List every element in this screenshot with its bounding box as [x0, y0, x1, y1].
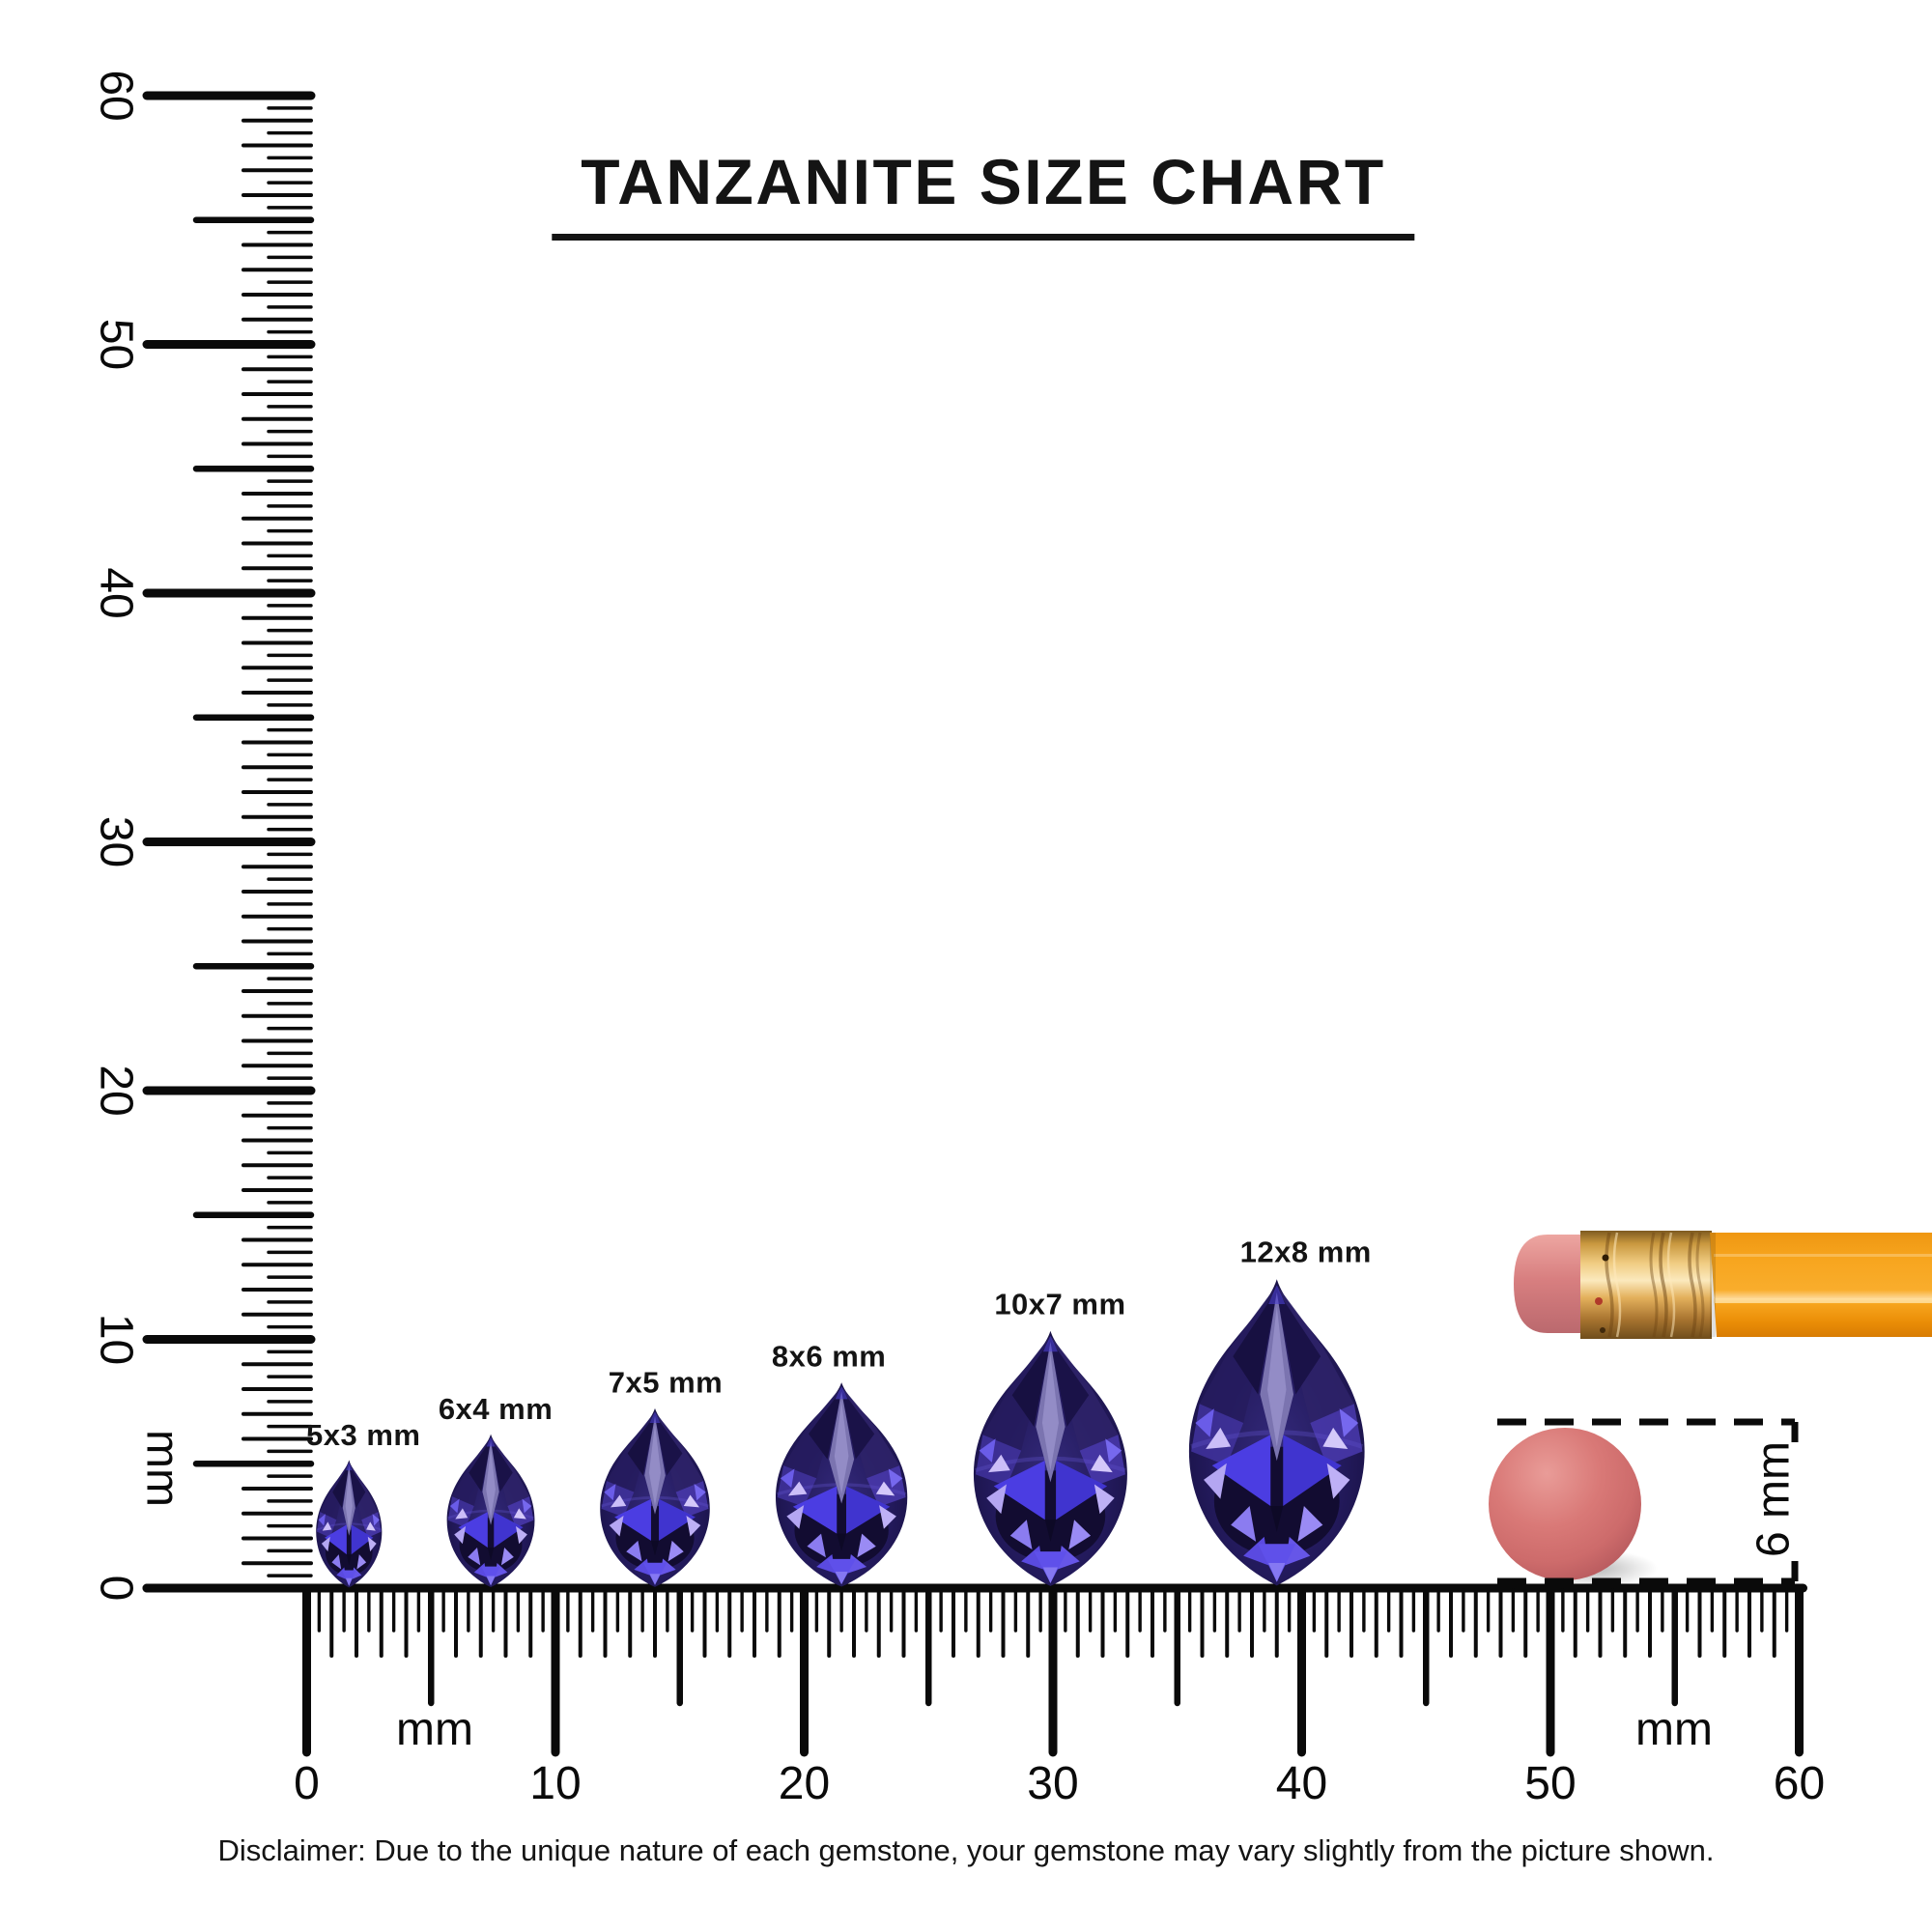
gem-size-label: 5x3 mm [306, 1418, 420, 1452]
gem-image-10x7mm [973, 1330, 1127, 1586]
measure-size-label: 6 mm [1748, 1441, 1800, 1557]
ferrule-speck-red [1595, 1297, 1603, 1305]
disclaimer-text: Disclaimer: Due to the unique nature of … [217, 1833, 1715, 1867]
gem-image-5x3mm [316, 1460, 383, 1588]
gem-size-label: 7x5 mm [609, 1366, 723, 1400]
gem-image-8x6mm [775, 1382, 908, 1587]
gem-5x3mm: 5x3 mm [306, 1418, 420, 1588]
gem-size-label: 6x4 mm [439, 1392, 553, 1426]
h-ruler-unit-left: mm [396, 1704, 473, 1755]
h-ruler-number-30: 30 [1027, 1758, 1078, 1809]
pencil-eraser [1514, 1235, 1584, 1333]
v-ruler-number-20: 20 [91, 1065, 142, 1116]
vertical-ruler: 0 10 20 30 40 50 60 mm [91, 70, 316, 1602]
v-ruler-number-0: 0 [91, 1576, 142, 1602]
pencil-ferrule [1580, 1231, 1712, 1339]
h-ruler-unit-right: mm [1635, 1704, 1713, 1755]
h-ruler-number-50: 50 [1524, 1758, 1576, 1809]
ferrule-speck [1602, 1254, 1609, 1262]
gem-image-12x8mm [1188, 1279, 1365, 1586]
pencil-body-highlight [1714, 1298, 1932, 1303]
gem-size-label: 8x6 mm [772, 1340, 886, 1374]
h-ruler-number-10: 10 [529, 1758, 581, 1809]
horizontal-ruler: 0 10 20 30 40 50 60 mm mm [142, 1583, 1825, 1809]
gem-7x5mm: 7x5 mm [600, 1366, 723, 1587]
v-ruler-number-30: 30 [91, 816, 142, 867]
gem-10x7mm: 10x7 mm [973, 1288, 1127, 1586]
v-ruler-number-60: 60 [91, 70, 142, 121]
six-mm-measure: 6 mm [1497, 1418, 1800, 1585]
gem-size-label: 10x7 mm [994, 1288, 1125, 1321]
ferrule-crimp-line [1612, 1232, 1622, 1338]
h-ruler-number-40: 40 [1276, 1758, 1327, 1809]
ferrule-speck [1600, 1327, 1605, 1333]
gem-6x4mm: 6x4 mm [439, 1392, 553, 1588]
pencil-body [1710, 1233, 1932, 1337]
ferrule-crimp-line [1605, 1232, 1614, 1338]
gem-image-6x4mm [446, 1434, 535, 1588]
h-ruler-number-20: 20 [779, 1758, 830, 1809]
ferrule-crimp-line [1688, 1232, 1697, 1338]
gem-size-label: 12x8 mm [1240, 1236, 1372, 1269]
ferrule-crimp-line [1695, 1232, 1705, 1338]
eraser-disc-shape [1489, 1428, 1641, 1580]
v-ruler-number-10: 10 [91, 1314, 142, 1365]
h-ruler-number-60: 60 [1774, 1758, 1825, 1809]
v-ruler-number-40: 40 [91, 567, 142, 618]
pencil [1514, 1231, 1932, 1339]
page-title: TANZANITE SIZE CHART [552, 145, 1415, 241]
gem-8x6mm: 8x6 mm [772, 1340, 908, 1587]
gem-image-7x5mm [600, 1407, 710, 1587]
ferrule-crimp-line [1666, 1232, 1676, 1338]
h-ruler-number-0: 0 [294, 1758, 320, 1809]
ferrule-crimp-line [1649, 1232, 1659, 1338]
eraser-disc [1489, 1428, 1658, 1588]
v-ruler-unit-label: mm [137, 1430, 188, 1507]
v-ruler-number-50: 50 [91, 319, 142, 370]
gemstones: 5x3 mm 6x4 mm [306, 1236, 1372, 1588]
ferrule-crimp-line [1659, 1232, 1668, 1338]
gem-12x8mm: 12x8 mm [1188, 1236, 1372, 1586]
pencil-body-edge-shadow [1710, 1233, 1716, 1337]
pencil-body-ridge [1714, 1254, 1932, 1257]
